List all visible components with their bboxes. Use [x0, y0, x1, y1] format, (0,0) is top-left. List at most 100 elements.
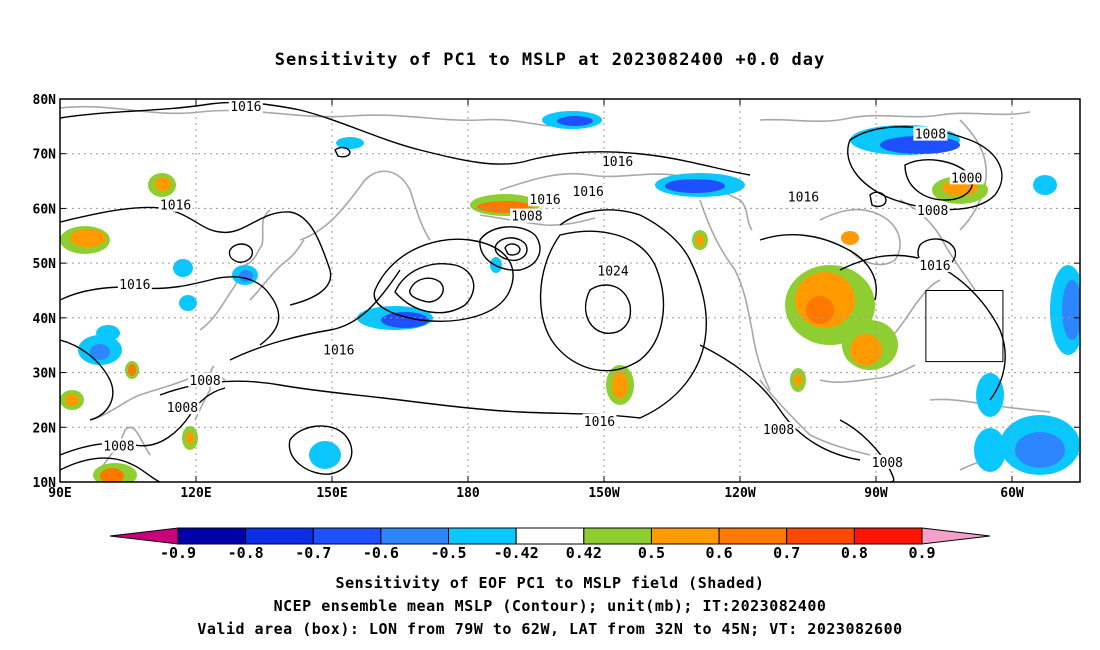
colorbar-cell — [786, 527, 855, 545]
contour-label-bg — [913, 126, 948, 141]
shade-neg-2-core — [557, 116, 593, 126]
contour-label-bg — [596, 263, 631, 278]
latitude-labels: 80N 70N 60N 50N 40N 30N 20N 10N — [33, 93, 1080, 491]
shade-pos-5-core — [186, 432, 194, 444]
colorbar-label: 0.5 — [638, 544, 665, 562]
contour-label: 1016 — [230, 100, 261, 115]
shade-pos-2-core — [155, 177, 171, 191]
contour-label: 1016 — [584, 415, 615, 430]
shade-neg-9 — [96, 325, 120, 341]
colorbar-cell — [177, 527, 247, 545]
contour-label-bg — [582, 413, 617, 428]
contour-label: 1008 — [763, 423, 794, 438]
colorbar: -0.9 -0.8 -0.7 -0.6 -0.5 -0.42 0.42 0.5 0.6 0.7 0.… — [109, 527, 991, 562]
contour-label-bg — [101, 438, 136, 453]
contour-1008-low-2 — [394, 263, 475, 314]
map-frame — [59, 98, 1081, 483]
colorbar-label: 0.7 — [773, 544, 800, 562]
contour-label: 1008 — [103, 439, 134, 454]
lat-label: 70N — [33, 148, 57, 163]
contour-label: 1016 — [919, 259, 950, 274]
coastlines — [60, 105, 1080, 471]
colorbar-cell — [380, 527, 450, 545]
contour-1016-southwest — [60, 276, 280, 346]
contour-label: 1008 — [917, 204, 948, 219]
colorbar-label: 0.42 — [566, 544, 602, 562]
contour-1016-atlantic — [839, 254, 1006, 401]
contour-label-bg — [949, 170, 984, 185]
colorbar-cell — [853, 527, 923, 545]
shade-pos-13-core — [794, 374, 802, 386]
coastline-siberia-north — [60, 105, 551, 127]
shade-pos-11-core — [850, 334, 882, 366]
contour-label-bg — [117, 277, 152, 292]
contour-label: 1024 — [597, 264, 628, 279]
lon-label: 150E — [316, 486, 347, 501]
colorbar-label: 0.9 — [908, 544, 935, 562]
contour-1008-low-6 — [504, 243, 521, 256]
shade-neg-14-core — [1015, 432, 1065, 468]
colorbar-label: -0.9 — [160, 544, 196, 562]
coastline-gulf — [819, 364, 916, 383]
lat-label: 60N — [33, 202, 57, 217]
contour-1016-north — [60, 101, 751, 176]
contour-label: 1016 — [602, 155, 633, 170]
shade-neg-1 — [336, 137, 364, 149]
contour-label-bg — [786, 189, 821, 204]
contour-label-bg — [528, 192, 563, 207]
colorbar-low-end — [109, 527, 179, 545]
lat-label: 10N — [33, 476, 57, 491]
shade-neg-10 — [309, 441, 341, 469]
colorbar-cell — [583, 527, 652, 545]
contour-label: 1008 — [189, 374, 220, 389]
contour-1016-mid — [229, 269, 401, 361]
colorbar-cell — [718, 527, 788, 545]
contour-1008-low-4 — [479, 226, 541, 271]
contour-label: 1016 — [119, 278, 150, 293]
shade-pos-3-core — [128, 364, 136, 376]
contour-1024-outer — [539, 230, 665, 372]
colorbar-high-end — [921, 527, 991, 545]
contour-label: 1008 — [511, 210, 542, 225]
colorbar-cell — [448, 527, 517, 545]
colorbar-cell — [515, 527, 585, 545]
shade-pos-10-inner — [806, 296, 834, 324]
shade-neg-15 — [974, 428, 1006, 472]
colorbar-label: 0.6 — [706, 544, 733, 562]
contour-label: 1016 — [572, 185, 603, 200]
coastline-japan — [249, 239, 305, 301]
contour-label: 1008 — [167, 401, 198, 416]
shade-neg-13 — [976, 373, 1004, 417]
map-area: 1016 1016 1016 1016 1016 1016 1016 1016 1016 1016… — [33, 93, 1081, 501]
colorbar-cell — [312, 527, 382, 545]
contour-label-bg — [761, 422, 796, 437]
colorbar-cell — [245, 527, 314, 545]
lat-label: 20N — [33, 421, 57, 436]
contour-label: 1016 — [788, 190, 819, 205]
contour-label-bg — [571, 184, 606, 199]
coastline-canada-west — [699, 199, 771, 391]
valid-area-box — [925, 290, 1004, 363]
contour-1024-inner — [585, 284, 632, 334]
contour-label-bg — [165, 400, 200, 415]
coastline-aleutians — [479, 214, 596, 226]
colorbar-label: -0.5 — [430, 544, 466, 562]
lon-label: 150W — [588, 486, 619, 501]
contour-1016-subtropical — [159, 380, 641, 419]
contour-label: 1016 — [529, 193, 560, 208]
contour-label-bg — [600, 153, 635, 168]
contour-label-bg — [870, 454, 905, 469]
lat-label: 80N — [33, 93, 57, 108]
colorbar-label: 0.8 — [841, 544, 868, 562]
contour-label: 1016 — [160, 199, 191, 214]
contour-1016-small-ring — [228, 243, 253, 263]
colorbar-label: -0.42 — [494, 544, 539, 562]
contour-label: 1000 — [951, 171, 982, 186]
lon-label: 60W — [1000, 486, 1024, 501]
colorbar-cells — [177, 527, 923, 545]
shade-pos-6-core — [100, 468, 124, 482]
shade-neg-12-core — [1062, 280, 1080, 340]
lon-label: 180 — [456, 486, 480, 501]
shade-pos-8-core — [612, 371, 628, 399]
